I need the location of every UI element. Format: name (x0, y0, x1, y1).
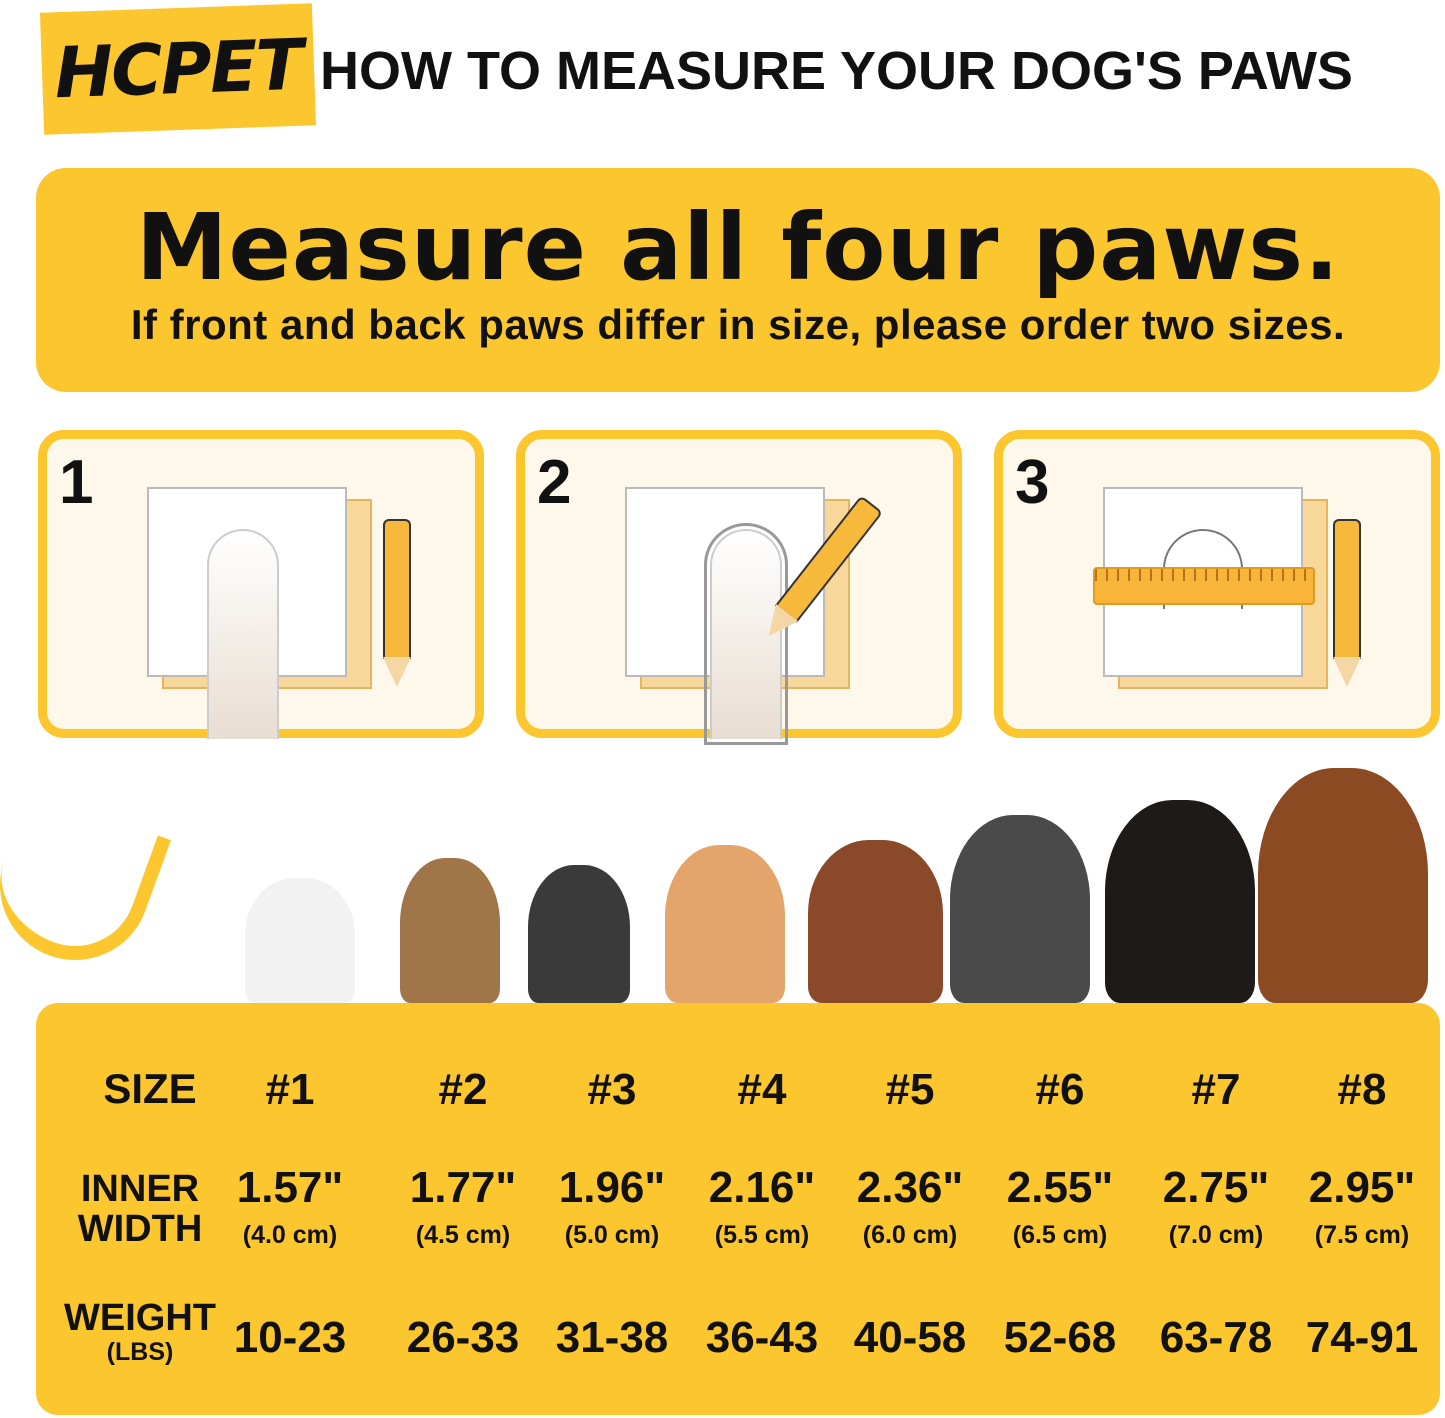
size-8-cm: (7.5 cm) (1314, 1221, 1410, 1249)
step-2-panel: 2 (516, 430, 962, 745)
pencil-icon (1333, 519, 1361, 687)
size-4-size: #4 (737, 1065, 787, 1114)
size-2-cm: (4.5 cm) (415, 1221, 511, 1249)
size-4-inch: 2.16" (708, 1163, 816, 1212)
size-7-cm: (7.0 cm) (1168, 1221, 1264, 1249)
size-2-size: #2 (438, 1065, 488, 1114)
dog-photo-aussie (808, 840, 943, 1003)
inner-width-label-line2: WIDTH (77, 1208, 203, 1250)
pencil-icon (383, 519, 411, 687)
weight-label-line2: (LBS) (106, 1338, 174, 1366)
dog-photo-rottweiler (1105, 800, 1255, 1003)
size-row-label: SIZE (103, 1065, 197, 1112)
size-7-size: #7 (1191, 1065, 1241, 1114)
step-number: 2 (537, 448, 572, 517)
size-8-inch: 2.95" (1308, 1163, 1416, 1212)
banner-headline: Measure all four paws. (135, 194, 1341, 301)
size-8-weight: 74-91 (1305, 1313, 1419, 1362)
size-chart-table: SIZE INNER WIDTH WEIGHT (LBS) #1 1.57" (4.… (36, 1003, 1440, 1415)
step-1-panel: 1 (38, 430, 484, 739)
size-1-inch: 1.57" (236, 1163, 344, 1212)
size-7-weight: 63-78 (1159, 1313, 1273, 1362)
size-5-weight: 40-58 (853, 1313, 967, 1362)
size-6-size: #6 (1035, 1065, 1085, 1114)
dog-photo-bichon (245, 878, 355, 1003)
weight-label: WEIGHT (LBS) (64, 1298, 216, 1367)
size-1-weight: 10-23 (233, 1313, 347, 1362)
step-3-panel: 3 (994, 430, 1440, 738)
dog-photo-shiba (665, 845, 785, 1003)
size-4-weight: 36-43 (705, 1313, 819, 1362)
size-8-size: #8 (1337, 1065, 1387, 1114)
size-3-weight: 31-38 (555, 1313, 669, 1362)
size-7-inch: 2.75" (1162, 1163, 1270, 1212)
dog-photo-husky (950, 815, 1090, 1003)
size-5-inch: 2.36" (856, 1163, 964, 1212)
weight-label-line1: WEIGHT (64, 1297, 216, 1339)
size-3-size: #3 (587, 1065, 637, 1114)
step-number: 1 (59, 448, 94, 517)
step-number: 3 (1015, 448, 1050, 517)
size-4-cm: (5.5 cm) (714, 1221, 810, 1249)
dog-photo-yorkie (400, 858, 500, 1003)
page-title: HOW TO MEASURE YOUR DOG'S PAWS (320, 41, 1353, 101)
size-6-cm: (6.5 cm) (1012, 1221, 1108, 1249)
decorative-swoosh (0, 788, 172, 982)
size-1-cm: (4.0 cm) (242, 1221, 338, 1249)
size-3-inch: 1.96" (558, 1163, 666, 1212)
dog-photo-schnauzer (528, 865, 630, 1003)
instruction-banner: Measure all four paws. If front and back… (36, 168, 1440, 392)
size-5-cm: (6.0 cm) (862, 1221, 958, 1249)
size-6-weight: 52-68 (1003, 1313, 1117, 1362)
size-6-inch: 2.55" (1006, 1163, 1114, 1212)
inner-width-label: INNER WIDTH (78, 1169, 203, 1249)
size-2-inch: 1.77" (409, 1163, 517, 1212)
dog-photo-saint-bernard (1258, 768, 1428, 1003)
size-3-cm: (5.0 cm) (564, 1221, 660, 1249)
banner-subtext: If front and back paws differ in size, p… (130, 301, 1346, 348)
inner-width-label-line1: INNER (80, 1168, 200, 1210)
size-2-weight: 26-33 (406, 1313, 520, 1362)
brand-logo: HCPET (39, 3, 317, 135)
dog-paw-icon (207, 529, 279, 739)
size-1-size: #1 (265, 1065, 315, 1114)
ruler-icon (1093, 567, 1315, 605)
size-5-size: #5 (885, 1065, 935, 1114)
